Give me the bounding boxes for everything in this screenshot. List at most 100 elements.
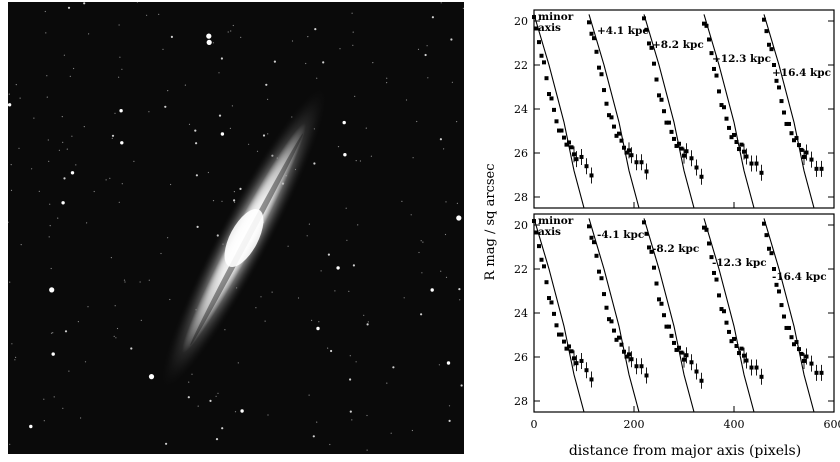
data-point	[684, 149, 689, 154]
curve-label: minor axis	[538, 11, 574, 34]
y-tick-label: 22	[514, 59, 528, 72]
y-tick-label: 26	[514, 147, 528, 160]
data-point	[534, 230, 539, 235]
data-point	[532, 15, 536, 20]
x-tick-label: 400	[724, 418, 745, 431]
star	[148, 111, 150, 113]
star	[351, 419, 353, 421]
star	[291, 40, 294, 42]
data-point	[664, 120, 669, 125]
star	[110, 257, 112, 259]
data-point	[609, 319, 614, 324]
star	[115, 337, 117, 339]
data-point	[689, 360, 694, 365]
star	[170, 35, 173, 39]
data-point	[679, 146, 684, 151]
star	[316, 77, 318, 79]
x-axis-label: distance from major axis (pixels)	[569, 443, 801, 459]
star	[448, 419, 451, 422]
data-point	[667, 324, 671, 329]
surface-brightness-chart: 20 22 24 26 28 minor axis +4.1 kpc+8.2 kpc +12.3…	[478, 0, 840, 462]
star	[43, 398, 45, 400]
data-point	[579, 154, 584, 159]
star	[116, 327, 119, 330]
data-point	[649, 45, 654, 50]
galaxy-disk	[158, 83, 330, 393]
star	[63, 54, 65, 56]
star	[439, 138, 442, 141]
curve-label: +16.4 kpc	[772, 67, 831, 79]
star	[118, 24, 120, 26]
data-point	[622, 145, 626, 150]
star	[412, 157, 414, 159]
data-point	[774, 282, 779, 287]
star	[77, 321, 79, 323]
star	[130, 347, 133, 350]
data-point	[642, 220, 646, 225]
star	[46, 96, 48, 98]
data-point	[572, 152, 576, 157]
star	[262, 134, 266, 137]
star	[169, 298, 171, 301]
data-point	[657, 297, 661, 302]
y-tick-label: 20	[514, 15, 528, 28]
star	[164, 105, 167, 108]
data-point	[644, 373, 649, 378]
star	[311, 319, 313, 321]
star	[349, 378, 352, 381]
chart-panel-top: 20 22 24 26 28 minor axis +4.1 kpc+8.2 kpc +12.3…	[514, 9, 835, 209]
data-point	[609, 115, 614, 120]
data-point	[662, 109, 666, 114]
star	[230, 30, 232, 32]
data-point	[737, 351, 741, 356]
star	[349, 355, 351, 357]
star	[45, 32, 47, 34]
profile-series: minor axis	[532, 215, 594, 413]
data-point	[607, 317, 611, 322]
star	[417, 48, 420, 51]
star	[431, 16, 434, 19]
star	[218, 114, 222, 117]
data-point	[557, 332, 561, 337]
data-point	[564, 346, 569, 351]
data-point	[722, 309, 726, 314]
data-point	[634, 160, 639, 165]
star	[114, 112, 116, 114]
data-point	[614, 337, 619, 342]
data-point	[607, 113, 611, 118]
data-point	[742, 149, 746, 154]
data-point	[717, 293, 721, 298]
data-point	[702, 21, 706, 26]
data-point	[552, 107, 556, 112]
star	[51, 352, 55, 356]
star	[462, 7, 464, 9]
star	[191, 373, 193, 375]
star	[227, 31, 229, 33]
star	[20, 244, 22, 246]
star	[217, 392, 219, 394]
star	[121, 68, 123, 70]
galaxy-image	[8, 2, 464, 454]
star	[232, 24, 234, 27]
star	[8, 93, 10, 95]
data-point	[774, 78, 779, 83]
star	[73, 67, 75, 70]
data-point	[664, 324, 669, 329]
data-point	[762, 221, 766, 226]
star	[357, 224, 359, 226]
star	[47, 139, 49, 141]
star	[67, 6, 71, 9]
data-point	[814, 166, 819, 171]
star	[11, 343, 13, 345]
star	[316, 421, 318, 423]
data-point	[542, 264, 546, 269]
star	[365, 127, 367, 129]
star	[84, 361, 87, 363]
data-point	[619, 138, 624, 143]
data-point	[739, 346, 744, 351]
data-point	[667, 120, 671, 125]
data-point	[657, 93, 661, 98]
data-point	[617, 131, 621, 136]
profile-series: -12.3 kpc	[702, 218, 767, 413]
y-tick-label: 28	[514, 191, 528, 204]
